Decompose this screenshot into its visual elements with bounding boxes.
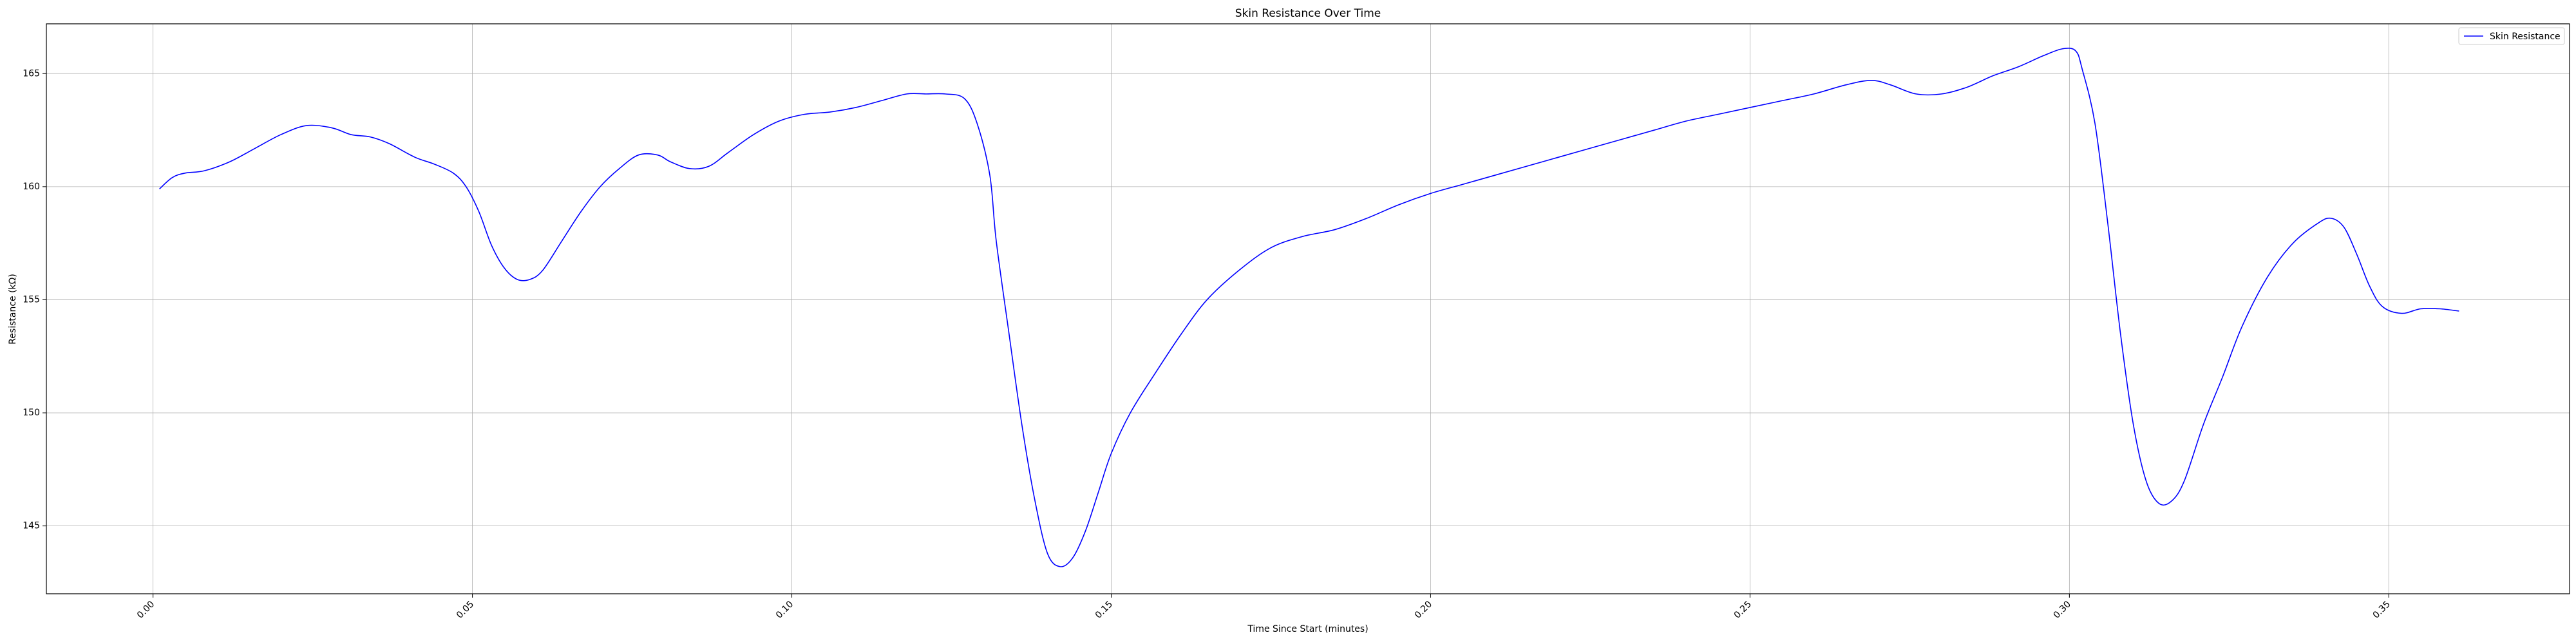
series-layer [159, 48, 2459, 567]
legend-label-skin-resistance: Skin Resistance [2490, 32, 2561, 42]
plot-area [46, 24, 2570, 594]
y-tick-label: 165 [23, 68, 40, 79]
series-line-skin-resistance [159, 48, 2459, 567]
y-axis-ticks: 145 150 155 160 165 [23, 68, 46, 531]
y-tick-label: 160 [23, 182, 40, 192]
x-axis-label: Time Since Start (minutes) [1247, 624, 1368, 634]
plot-frame [46, 23, 2570, 594]
y-tick-label: 155 [23, 294, 40, 305]
y-tick-label: 150 [23, 408, 40, 418]
legend: Skin Resistance [2458, 27, 2565, 45]
legend-box [2458, 27, 2565, 45]
y-tick-label: 145 [23, 521, 40, 531]
y-axis-label: Resistance (kΩ) [8, 274, 18, 345]
grid [46, 24, 2570, 594]
chart-title: Skin Resistance Over Time [1235, 7, 1381, 20]
